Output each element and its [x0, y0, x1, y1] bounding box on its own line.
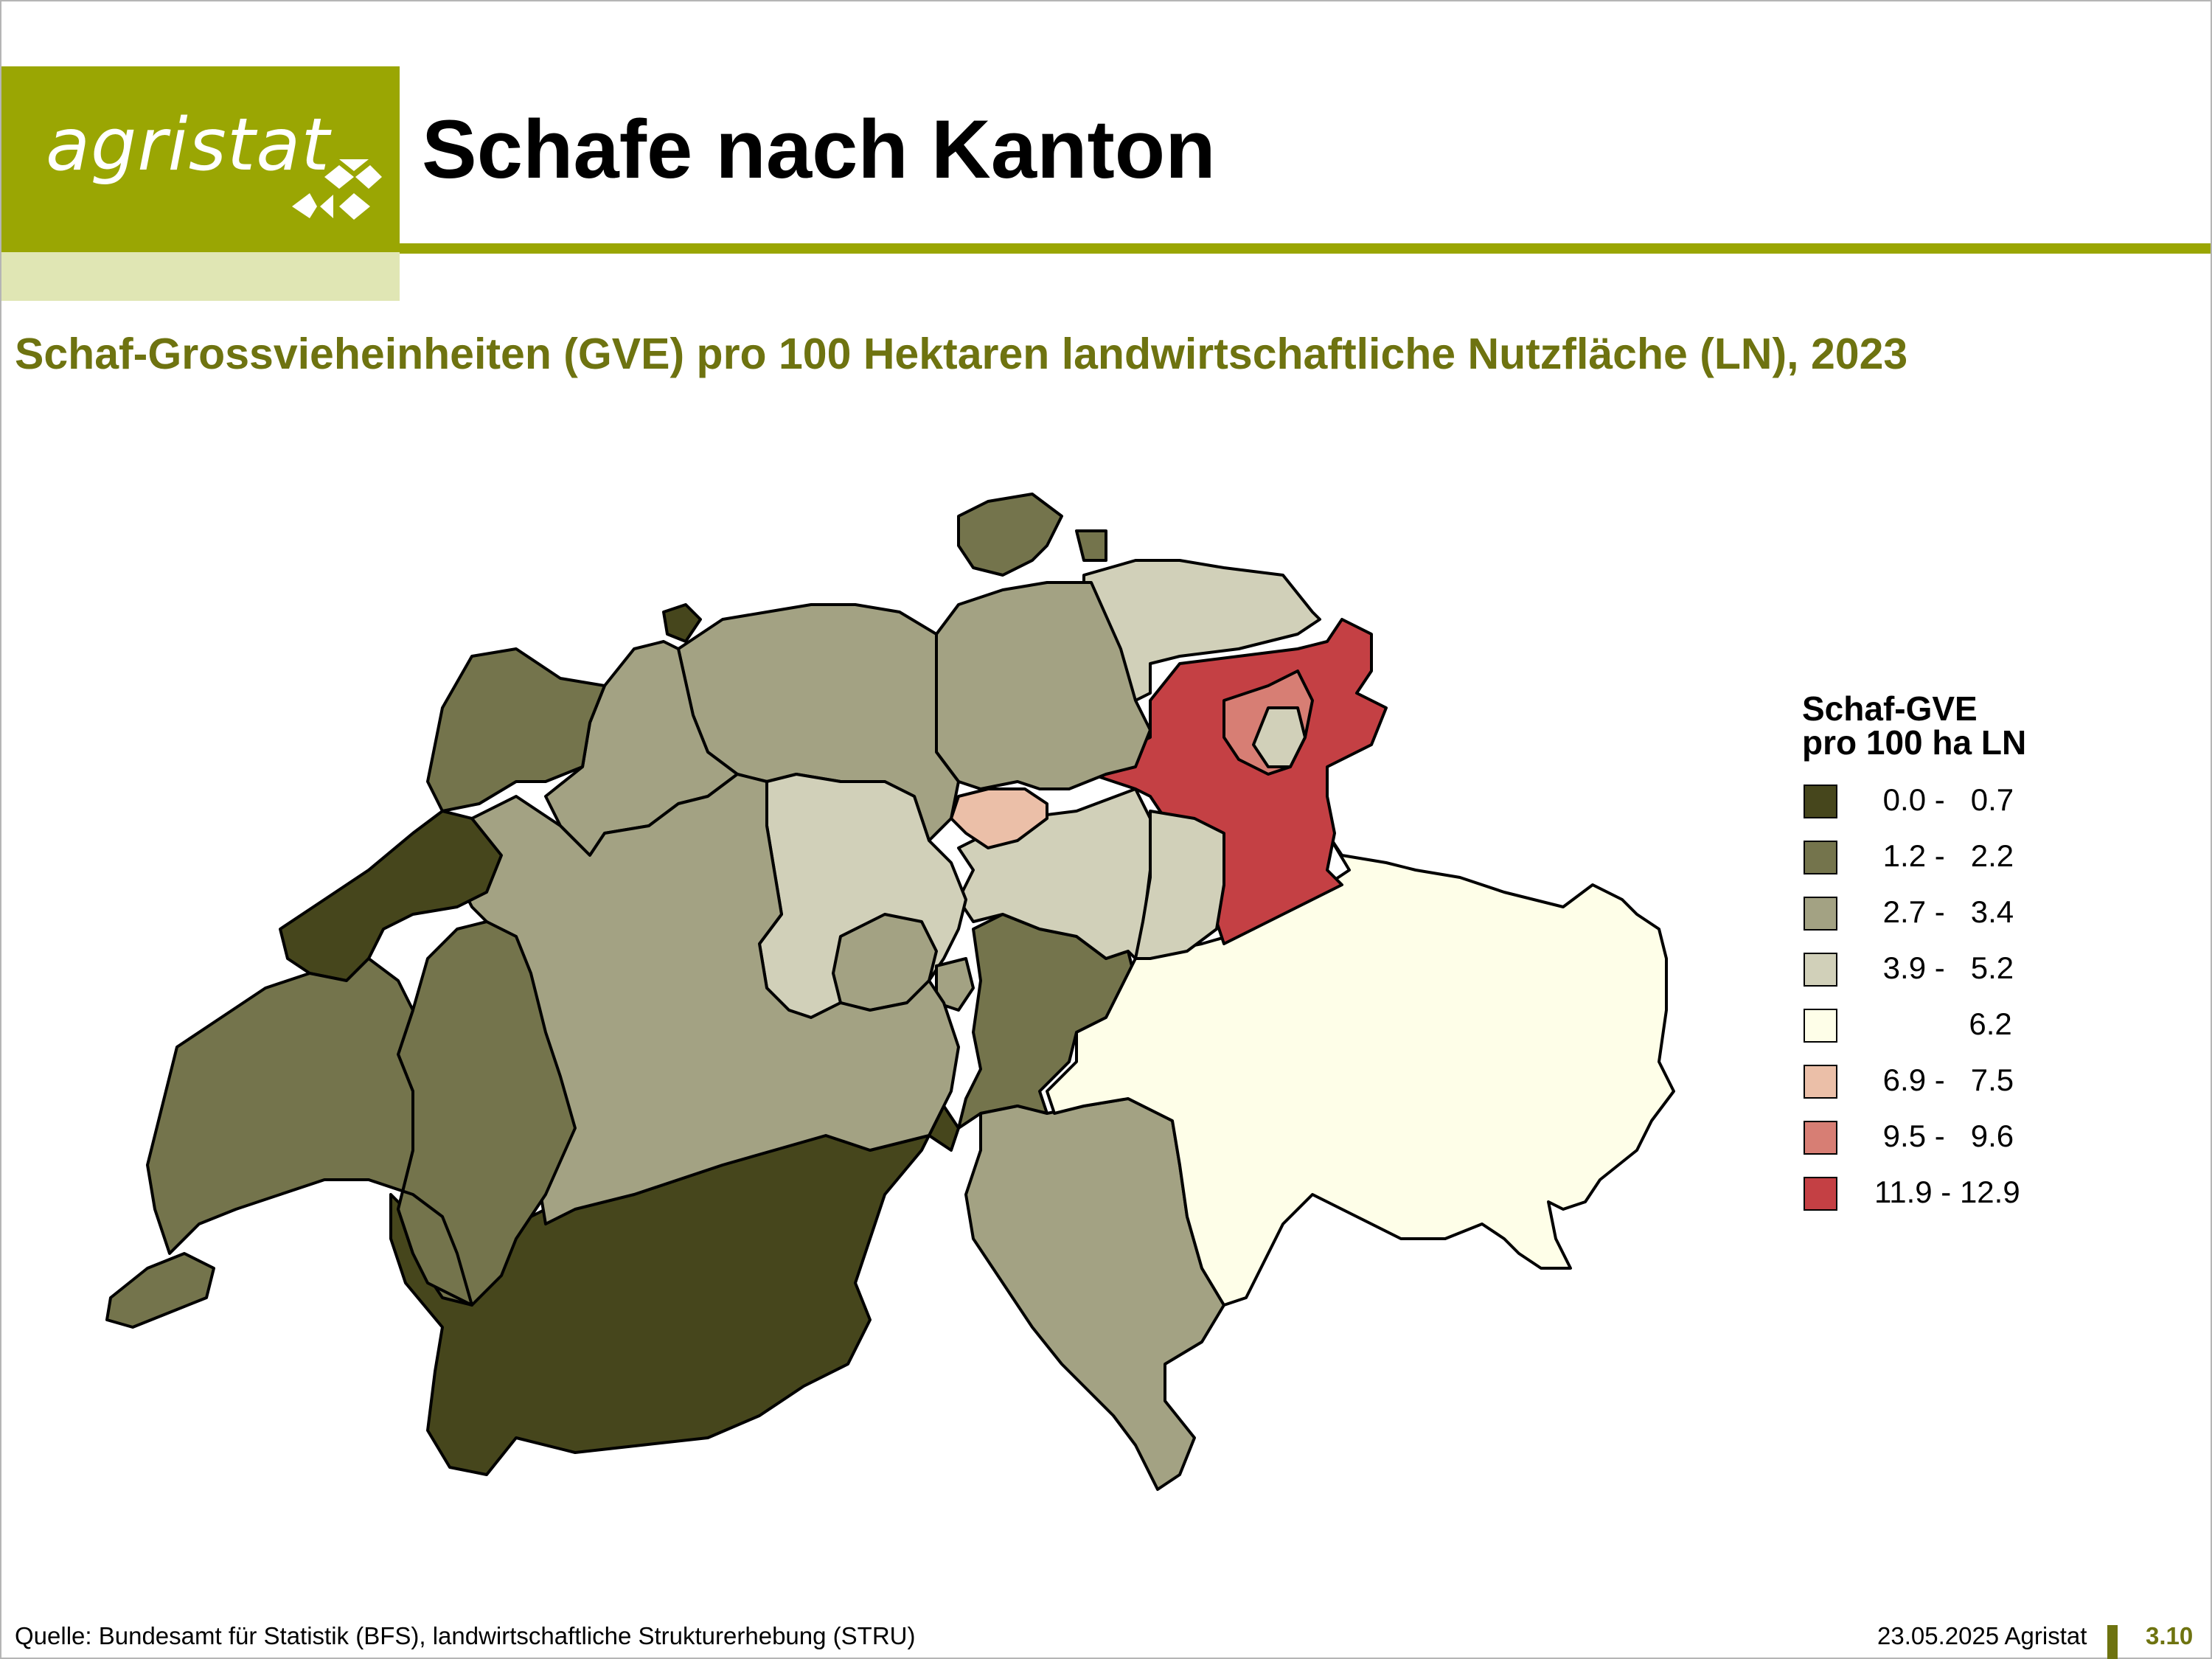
- legend-title: Schaf-GVE pro 100 ha LN: [1802, 692, 2026, 759]
- page-title: Schafe nach Kanton: [422, 103, 1216, 195]
- legend-label: 0.0 - 0.7: [1874, 782, 2014, 817]
- legend-label: 6.9 - 7.5: [1874, 1062, 2014, 1097]
- legend-swatch: [1804, 1177, 1837, 1211]
- legend-swatch: [1804, 953, 1837, 987]
- region-basel-stadt: [662, 603, 702, 643]
- logo-panel: [1, 66, 400, 252]
- logo-triangles-icon: [292, 159, 382, 220]
- region-schaffhausen: [957, 493, 1063, 577]
- region-glarus: [1134, 810, 1225, 960]
- region-appenzell-inner: [1252, 706, 1307, 768]
- footer-source: Quelle: Bundesamt für Statistik (BFS), l…: [15, 1622, 916, 1649]
- header-rule: [400, 243, 2211, 254]
- page-number: 3.10: [2146, 1622, 2194, 1649]
- logo-underband: [1, 252, 400, 301]
- legend-swatch: [1804, 1009, 1837, 1043]
- legend-title-line2: pro 100 ha LN: [1802, 723, 2027, 762]
- footer-divider: [2107, 1625, 2118, 1659]
- agristat-logo: agristat: [46, 103, 330, 187]
- region-waadt: [146, 957, 473, 1307]
- map-subtitle: Schaf-Grossvieheinheiten (GVE) pro 100 H…: [15, 330, 1908, 378]
- legend-label: 1.2 - 2.2: [1874, 838, 2014, 873]
- legend-label: 3.9 - 5.2: [1874, 950, 2014, 985]
- region-graubuenden: [1046, 832, 1675, 1307]
- legend-label: 6.2: [1874, 1006, 2012, 1041]
- legend-label: 2.7 - 3.4: [1874, 894, 2014, 929]
- legend-title-line1: Schaf-GVE: [1802, 689, 1978, 728]
- region-zug: [950, 787, 1048, 849]
- region-schaffhausen-east: [1075, 529, 1107, 562]
- legend-swatch: [1804, 785, 1837, 818]
- legend-swatch: [1804, 897, 1837, 931]
- region-genf: [105, 1252, 215, 1329]
- footer-date: 23.05.2025 Agristat: [1877, 1622, 2087, 1649]
- legend-swatch: [1804, 841, 1837, 874]
- legend-swatch: [1804, 1121, 1837, 1155]
- legend-swatch: [1804, 1065, 1837, 1099]
- legend-label: 9.5 - 9.6: [1874, 1119, 2014, 1153]
- legend-label: 11.9 - 12.9: [1874, 1175, 2020, 1209]
